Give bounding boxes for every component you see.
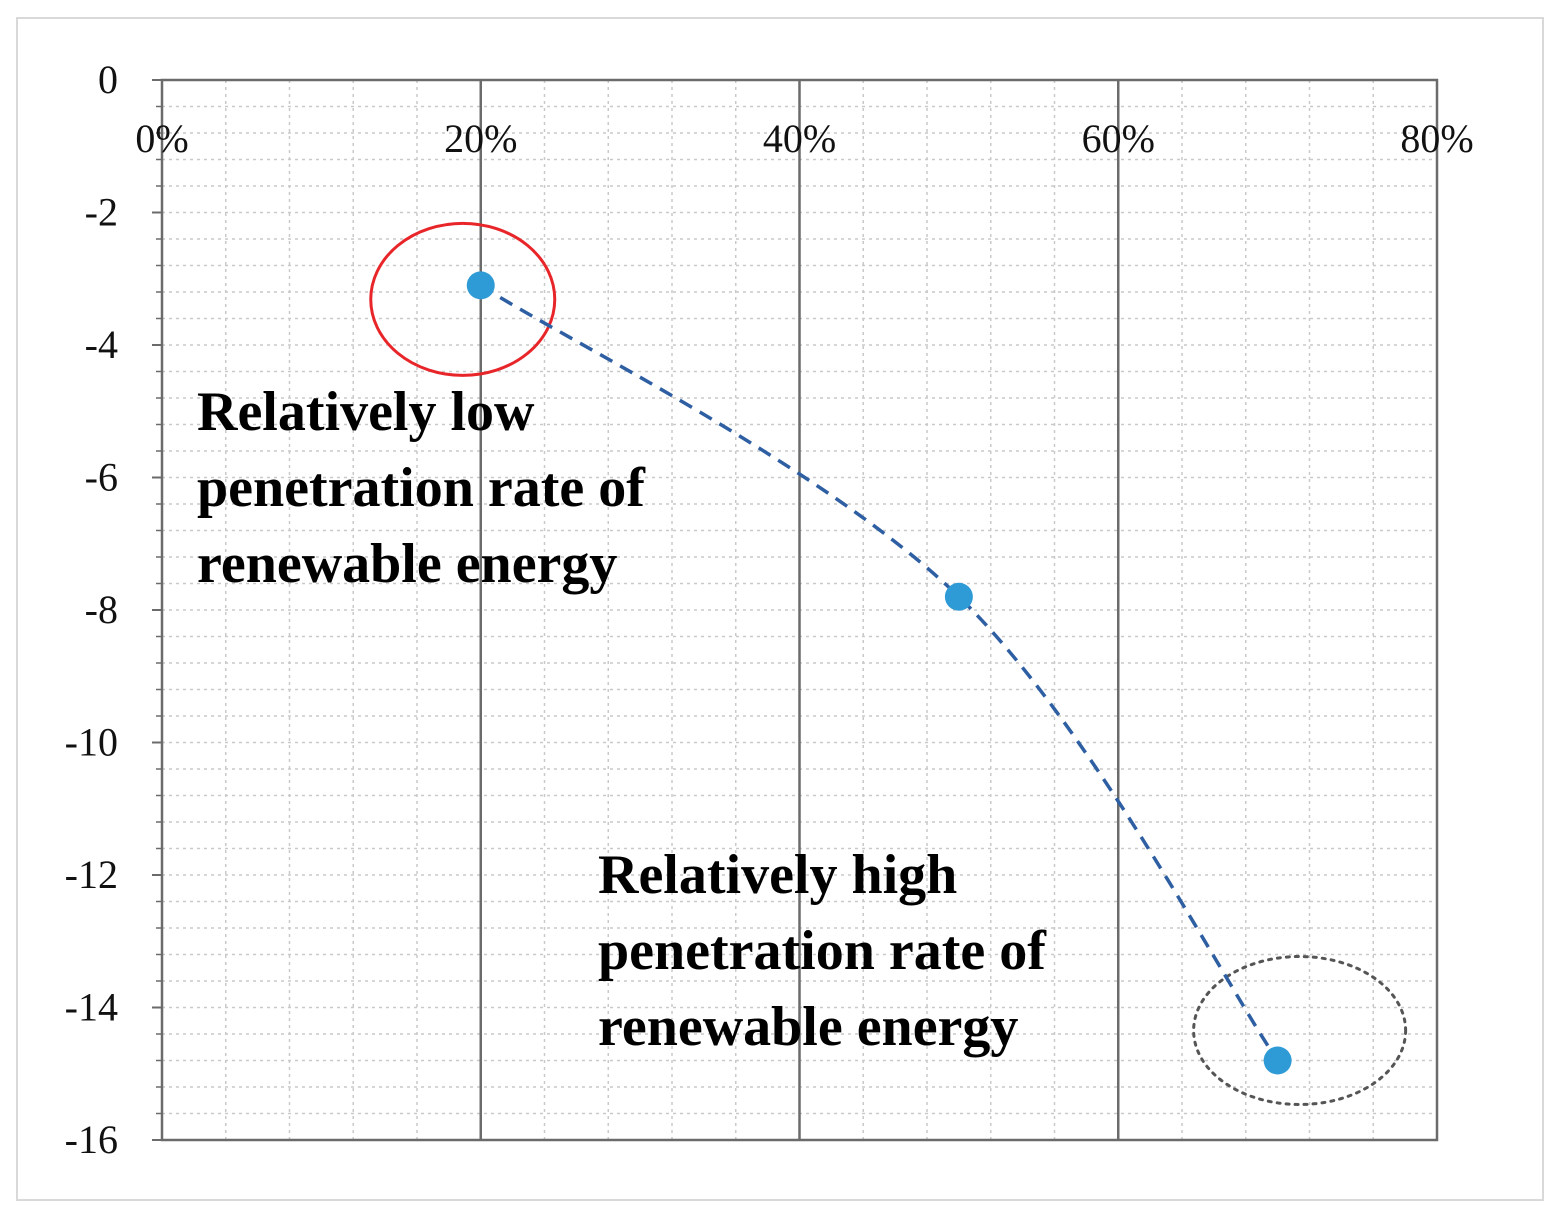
annotation-high: Relatively high penetration rate of renewa… xyxy=(598,844,1047,1058)
y-tick-label: -6 xyxy=(85,455,118,500)
highlight-ellipse-low xyxy=(369,221,557,377)
series-layer xyxy=(466,271,1292,1075)
x-tick-label: 60% xyxy=(1082,116,1155,161)
highlight-ellipse-high xyxy=(1192,955,1408,1106)
x-axis: 0% 20% 40% 60% 80% xyxy=(135,116,1473,161)
annotation-low: Relatively low penetration rate of renewab… xyxy=(197,381,646,595)
annotation-line: Relatively low xyxy=(197,381,535,443)
y-tick-label: -2 xyxy=(85,190,118,235)
y-tick-label: -14 xyxy=(65,985,118,1030)
data-point xyxy=(466,271,495,300)
y-tick-label: 0 xyxy=(98,57,118,102)
y-tick-label: -4 xyxy=(85,322,118,367)
annotation-line: renewable energy xyxy=(598,996,1018,1058)
chart-frame xyxy=(16,17,1544,1201)
annotation-line: Relatively high xyxy=(598,844,957,906)
y-tick-label: -8 xyxy=(85,587,118,632)
x-tick-label: 80% xyxy=(1400,116,1473,161)
annotation-line: renewable energy xyxy=(197,533,617,595)
annotation-line: penetration rate of xyxy=(598,920,1047,982)
x-tick-label: 20% xyxy=(444,116,517,161)
y-tick-label: -16 xyxy=(65,1117,118,1162)
y-tick-label: -12 xyxy=(65,852,118,897)
annotations: Relatively low penetration rate of renewab… xyxy=(197,221,1408,1106)
data-point xyxy=(944,582,973,611)
y-axis: 0 -2 -4 -6 -8 -10 -12 -14 -16 xyxy=(65,57,162,1162)
x-tick-label: 40% xyxy=(763,116,836,161)
y-tick-label: -10 xyxy=(65,720,118,765)
major-grid xyxy=(479,80,1120,1140)
annotation-line: penetration rate of xyxy=(197,457,646,519)
series-trendline xyxy=(479,283,1280,1062)
data-point xyxy=(1263,1046,1292,1075)
x-tick-label: 0% xyxy=(135,116,188,161)
